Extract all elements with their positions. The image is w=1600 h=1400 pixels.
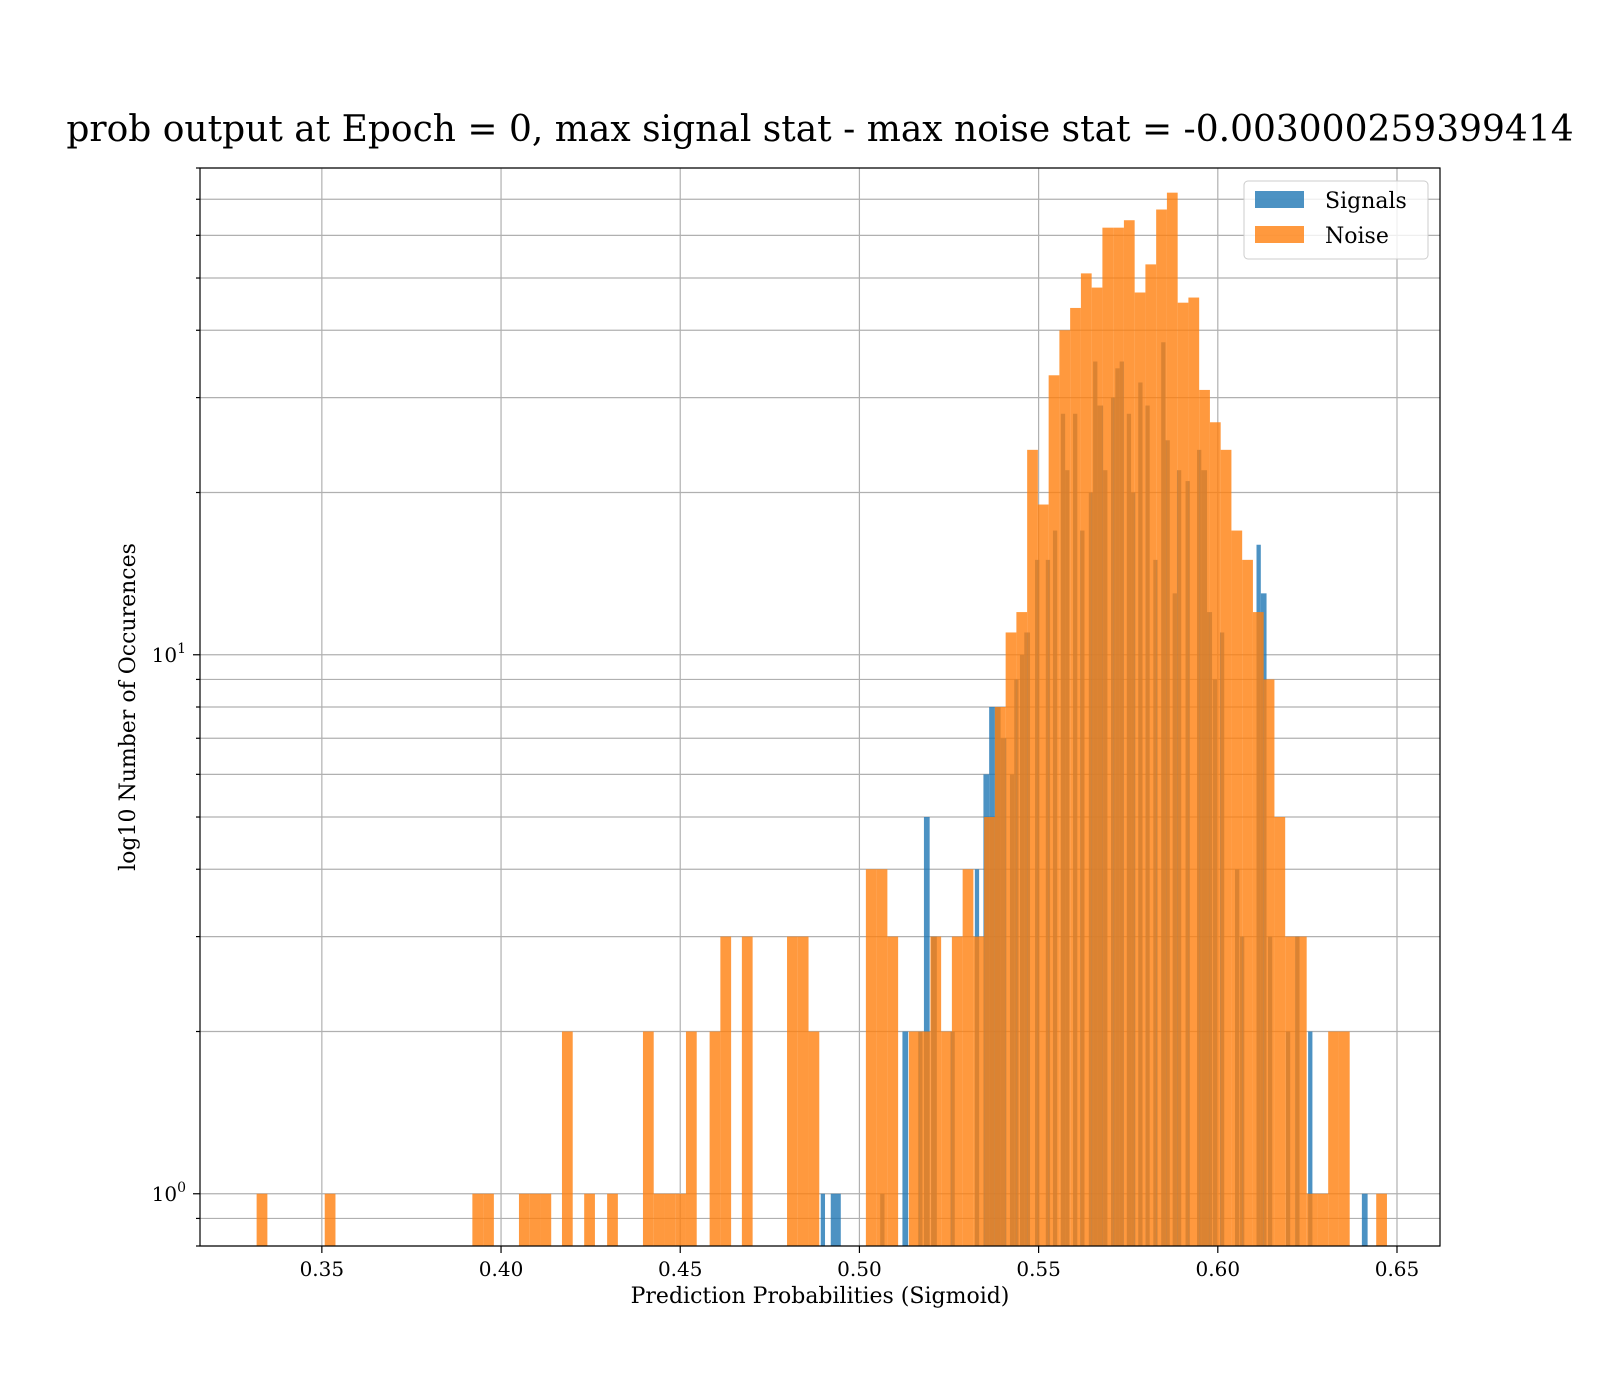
noise-bar: [1070, 307, 1081, 1246]
noise-bar: [1306, 1193, 1318, 1246]
noise-bar: [584, 1193, 595, 1246]
noise-bar: [472, 1193, 484, 1246]
noise-bar: [324, 1193, 336, 1246]
noise-bar: [973, 936, 985, 1246]
x-axis-ticks: 0.35 0.40 0.45 0.50 0.55 0.60 0.65: [300, 1246, 1420, 1281]
signals-bar: [902, 1031, 909, 1246]
legend-label-signals: Signals: [1325, 189, 1407, 214]
noise-bar: [984, 817, 995, 1246]
noise-bar: [787, 936, 798, 1246]
noise-bar: [1263, 679, 1275, 1246]
y-tick-label: 100: [152, 1180, 186, 1206]
noise-bar: [1156, 209, 1167, 1246]
noise-bar: [1220, 449, 1232, 1246]
noise-bar: [1080, 273, 1092, 1246]
legend-swatch-signals: [1255, 191, 1304, 208]
noise-bar: [1091, 287, 1103, 1246]
noise-bar: [540, 1193, 552, 1246]
noise-bar: [1188, 297, 1200, 1246]
noise-bar: [1231, 530, 1243, 1246]
noise-bar: [1166, 192, 1178, 1246]
noise-bar: [962, 869, 974, 1246]
x-tick-label: 0.50: [837, 1257, 882, 1281]
noise-bar: [930, 936, 942, 1246]
noise-bar: [1037, 504, 1049, 1246]
x-tick-label: 0.40: [479, 1257, 524, 1281]
chart-title: prob output at Epoch = 0, max signal sta…: [66, 109, 1573, 150]
signals-bar: [820, 1193, 826, 1246]
noise-bar: [1113, 227, 1124, 1246]
noise-bar: [1252, 612, 1264, 1246]
noise-bar: [483, 1193, 494, 1246]
y-axis-ticks: 100 101: [152, 167, 200, 1247]
noise-bar: [797, 936, 809, 1246]
x-tick-label: 0.55: [1016, 1257, 1061, 1281]
noise-bar: [1123, 220, 1135, 1246]
noise-bar: [908, 1031, 920, 1246]
noise-bar: [675, 1193, 686, 1246]
noise-bar: [1274, 817, 1286, 1246]
noise-bar: [887, 936, 899, 1246]
legend-label-noise: Noise: [1325, 224, 1389, 249]
noise-bar: [1145, 264, 1157, 1246]
signals-bar: [830, 1193, 841, 1246]
noise-bar: [607, 1193, 618, 1246]
noise-bar: [1328, 1031, 1339, 1246]
x-axis-label: Prediction Probabilities (Sigmoid): [631, 1284, 1010, 1309]
noise-bar: [642, 1031, 654, 1246]
noise-bar: [941, 1031, 952, 1246]
noise-bar: [1048, 375, 1060, 1246]
noise-bar: [1199, 389, 1210, 1247]
x-tick-label: 0.45: [658, 1257, 703, 1281]
noise-bar: [664, 1193, 676, 1246]
legend-swatch-noise: [1255, 226, 1304, 243]
noise-bar: [1016, 612, 1028, 1246]
noise-bar: [1338, 1031, 1350, 1246]
noise-bar: [919, 1031, 931, 1246]
legend: Signals Noise: [1243, 180, 1429, 260]
noise-bar: [876, 869, 888, 1246]
noise-bar: [1177, 302, 1189, 1246]
x-tick-label: 0.60: [1196, 1257, 1241, 1281]
noise-bar: [256, 1193, 268, 1246]
x-tick-label: 0.35: [300, 1257, 345, 1281]
noise-bar: [529, 1193, 541, 1246]
noise-bar: [1102, 227, 1114, 1246]
noise-bar: [1317, 1193, 1329, 1246]
noise-bar: [741, 936, 753, 1246]
noise-bar: [1242, 559, 1253, 1246]
noise-bar: [518, 1193, 530, 1246]
signals-bar: [1361, 1193, 1368, 1246]
noise-bar: [720, 936, 732, 1246]
noise-bar: [1059, 330, 1071, 1247]
noise-bar: [1285, 936, 1296, 1246]
noise-bars: [256, 192, 1387, 1247]
noise-bar: [1134, 292, 1146, 1246]
y-tick-label: 101: [152, 641, 186, 667]
noise-bar: [709, 1031, 721, 1246]
y-axis-label: log10 Number of Occurences: [116, 543, 141, 871]
noise-bar: [1027, 449, 1038, 1246]
noise-bar: [1005, 632, 1017, 1246]
noise-bar: [653, 1193, 665, 1246]
noise-bar: [808, 1031, 820, 1246]
noise-bar: [1295, 936, 1307, 1246]
noise-bar: [1209, 422, 1221, 1246]
noise-bar: [685, 1031, 697, 1246]
noise-bar: [865, 869, 877, 1246]
noise-bar: [951, 936, 963, 1246]
noise-bar: [1376, 1193, 1387, 1246]
x-tick-label: 0.65: [1375, 1257, 1420, 1281]
noise-bar: [994, 707, 1006, 1246]
noise-bar: [561, 1031, 573, 1246]
signals-bar: [1308, 1031, 1313, 1246]
